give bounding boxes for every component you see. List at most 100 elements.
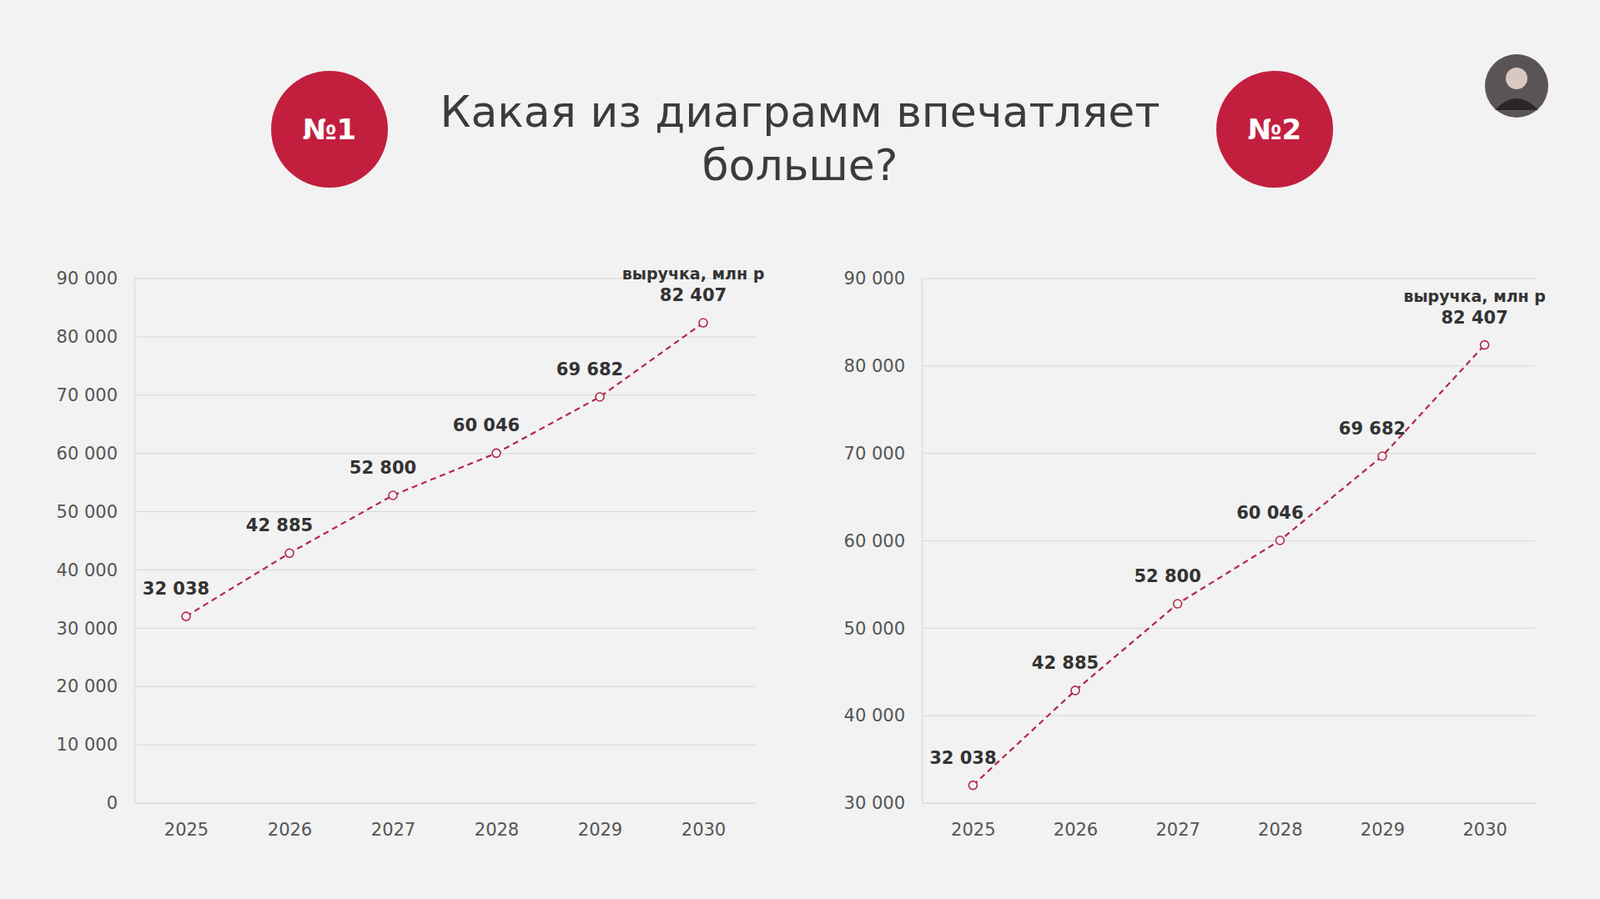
data-label: 60 046 [1236, 503, 1304, 524]
x-axis: 2025 2026 2027 2028 2029 2030 [922, 803, 1537, 841]
y-tick: 0 [106, 793, 135, 814]
y-tick: 80 000 [56, 327, 135, 348]
badge-circle [271, 70, 388, 188]
x-axis: 2025 2026 2027 2028 2029 2030 [135, 803, 756, 841]
data-label: 52 800 [1133, 566, 1201, 587]
x-tick-label: 2028 [474, 820, 519, 841]
x-tick-label: 2025 [950, 820, 996, 841]
x-tick: 2026 [1053, 803, 1098, 841]
series-line [972, 345, 1485, 786]
x-tick-label: 2030 [681, 820, 726, 841]
x-tick: 2027 [1155, 803, 1200, 841]
y-tick-label: 80 000 [844, 356, 906, 377]
data-point [388, 491, 398, 500]
data-point [1071, 686, 1080, 695]
page-title: Какая из диаграмм впечатляетбольше? [440, 86, 1161, 191]
x-tick: 2025 [164, 803, 209, 841]
y-tick-label: 50 000 [844, 618, 906, 639]
y-tick-label: 90 000 [844, 268, 906, 289]
grid-line [134, 628, 755, 629]
x-tick-label: 2027 [371, 820, 416, 841]
y-tick: 60 000 [56, 443, 135, 464]
y-axis-line [921, 279, 923, 805]
x-tick-label: 2029 [578, 820, 623, 841]
grid-line [921, 803, 1536, 805]
badge-circle [1216, 70, 1334, 188]
grid-line [134, 744, 755, 746]
plot-marks [968, 341, 1489, 790]
x-tick: 2027 [371, 803, 416, 841]
x-tick: 2030 [1462, 803, 1507, 841]
y-tick-label: 10 000 [56, 734, 118, 755]
series-line [186, 322, 704, 617]
x-axis-line [135, 803, 756, 805]
y-tick-label: 90 000 [56, 268, 118, 289]
data-point [1173, 599, 1183, 609]
chart-panel: 30 00040 00050 00060 00070 00080 00090 0… [844, 268, 1546, 841]
badge: №1 [271, 70, 388, 188]
y-tick-label: 40 000 [56, 560, 118, 581]
y-tick: 30 000 [844, 793, 922, 814]
y-axis: 30 00040 00050 00060 00070 00080 00090 0… [844, 268, 923, 814]
y-tick-label: 70 000 [56, 385, 118, 406]
plot-labels: 32 03842 88552 80060 04669 68282 407выру… [142, 264, 765, 599]
chart-panel: 010 00020 00030 00040 00050 00060 00070 … [56, 264, 765, 841]
avatar-face [1505, 67, 1528, 90]
grid-line [921, 365, 1536, 367]
data-point [968, 781, 977, 790]
data-label: 52 800 [349, 457, 417, 478]
x-tick-label: 2028 [1257, 820, 1303, 841]
x-tick: 2029 [1360, 803, 1405, 841]
data-point [1275, 536, 1284, 545]
grid-line [134, 803, 755, 805]
x-tick: 2029 [578, 803, 623, 841]
data-label: 32 038 [142, 578, 210, 599]
data-label: 42 885 [246, 515, 313, 536]
data-label: 69 682 [1338, 418, 1406, 439]
grid-line [134, 511, 755, 513]
grid-line [921, 715, 1536, 717]
data-point [1378, 452, 1387, 461]
grid-line [134, 452, 755, 454]
x-tick: 2030 [681, 803, 726, 841]
grid-line [134, 336, 755, 338]
avatar-body [1494, 98, 1539, 111]
y-tick-label: 70 000 [844, 443, 906, 464]
y-tick-label: 40 000 [844, 705, 906, 726]
x-tick: 2028 [1257, 803, 1303, 841]
data-label: 32 038 [929, 748, 997, 769]
x-axis-line [922, 803, 1537, 805]
data-point [492, 448, 501, 458]
y-axis-line [134, 279, 136, 805]
x-tick-label: 2030 [1462, 820, 1507, 841]
plot-marks [181, 318, 708, 621]
grid-line [921, 278, 1536, 280]
series-name-label: выручка, млн р [622, 264, 765, 283]
grid-line [134, 394, 755, 396]
y-tick: 70 000 [56, 385, 135, 406]
x-tick: 2028 [474, 803, 519, 841]
data-label: 60 046 [452, 415, 520, 436]
x-tick-label: 2026 [267, 820, 312, 841]
grid-line [134, 569, 755, 571]
data-point [699, 318, 708, 328]
plot-labels: 32 03842 88552 80060 04669 68282 407выру… [929, 286, 1546, 769]
avatar-circle [1484, 54, 1549, 118]
grid-line [134, 686, 755, 688]
data-point [1480, 341, 1490, 350]
y-tick: 70 000 [844, 443, 922, 464]
y-tick-label: 60 000 [56, 443, 118, 464]
avatar [1484, 54, 1549, 118]
y-axis: 010 00020 00030 00040 00050 00060 00070 … [56, 268, 136, 814]
data-point [285, 548, 294, 558]
badge: №2 [1216, 70, 1334, 188]
x-tick-label: 2026 [1053, 820, 1098, 841]
badge-label: №2 [1247, 112, 1303, 146]
y-tick-label: 50 000 [56, 502, 118, 523]
y-tick: 20 000 [56, 676, 135, 697]
y-tick-label: 80 000 [56, 327, 118, 348]
grid-line [921, 628, 1536, 629]
slide: Какая из диаграмм впечатляетбольше? №1 №2 0… [0, 0, 1600, 899]
y-tick: 80 000 [844, 356, 922, 377]
data-label: 42 885 [1031, 653, 1099, 674]
